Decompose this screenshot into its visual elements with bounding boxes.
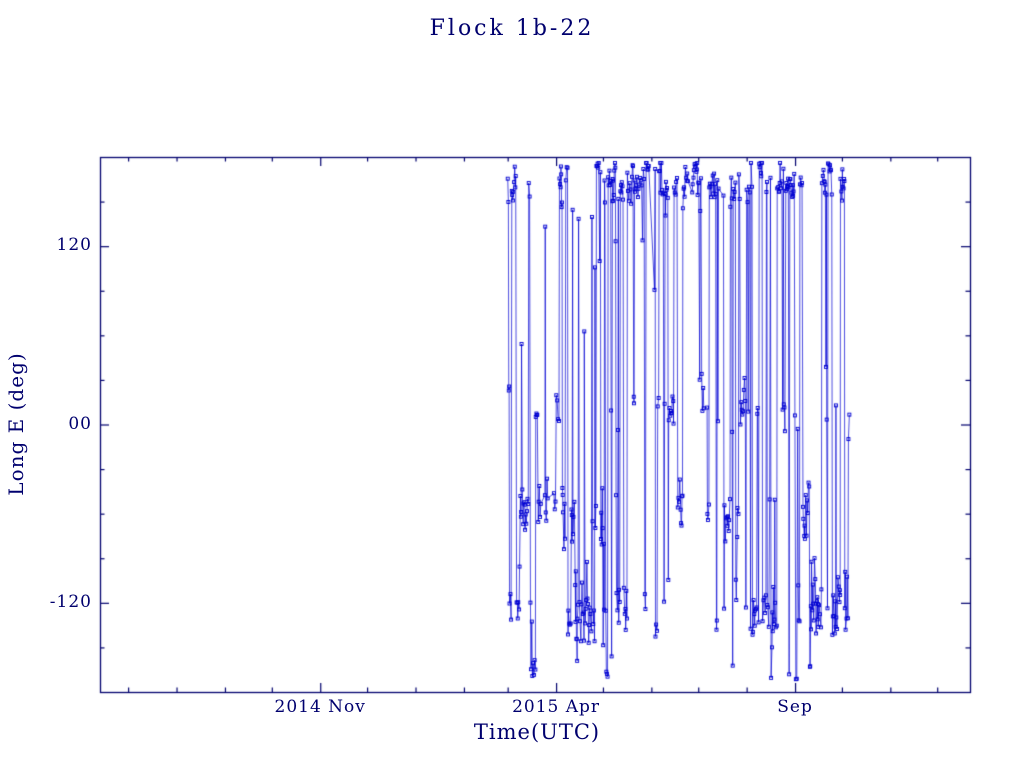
chart-title: Flock 1b-22: [429, 16, 595, 41]
x-axis-label: Time(UTC): [473, 720, 601, 744]
x-tick-label-2015-apr: 2015 Apr: [512, 697, 601, 717]
y-tick-label-neg120: -120: [49, 591, 92, 612]
y-axis-label: Long E (deg): [4, 352, 28, 496]
y-tick-label-00: 00: [68, 413, 92, 434]
x-tick-label-2014-nov: 2014 Nov: [274, 697, 366, 717]
y-tick-label-120: 120: [56, 235, 92, 256]
x-tick-label-sep: Sep: [777, 697, 813, 717]
